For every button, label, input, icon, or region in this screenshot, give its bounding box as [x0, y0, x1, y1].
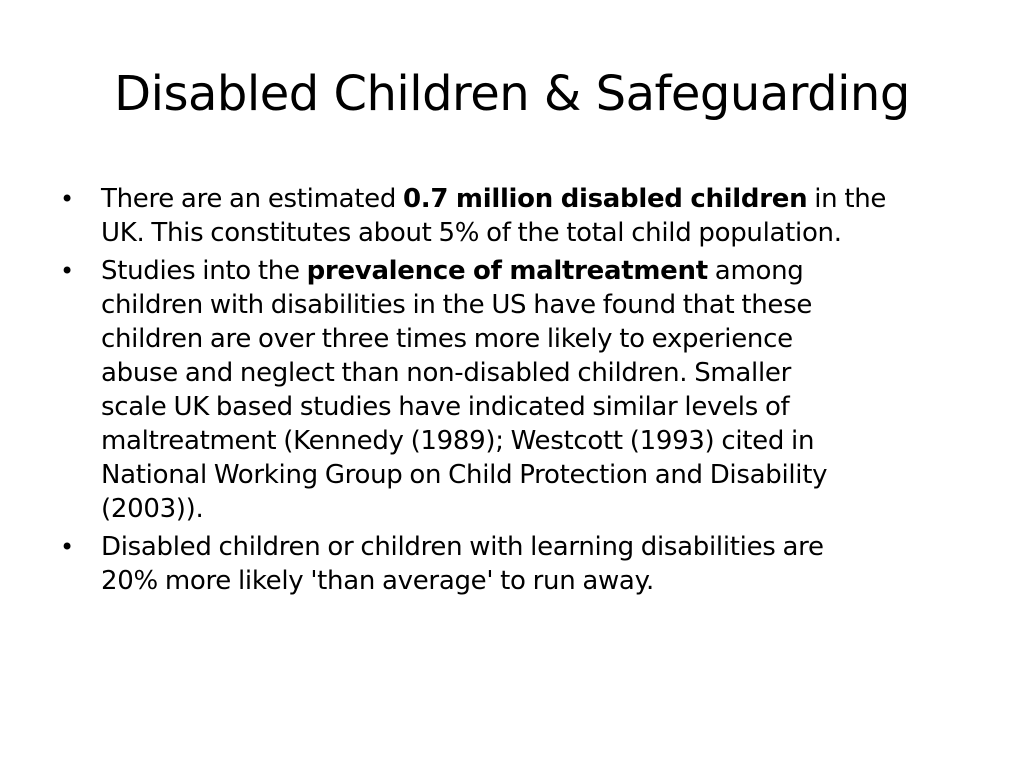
bullet-line: abuse and neglect than non-disabled chil…: [101, 358, 791, 388]
bullet-line: Disabled children or children with learn…: [101, 532, 824, 562]
slide-title: Disabled Children & Safeguarding: [114, 66, 910, 122]
bullet-icon: •: [60, 257, 74, 285]
bullet-list: • There are an estimated 0.7 million dis…: [60, 182, 960, 602]
bullet-item: • Disabled children or children with lea…: [60, 530, 960, 598]
text-run: Studies into the: [101, 256, 307, 286]
emphasis-text: prevalence of maltreatment: [306, 256, 709, 286]
bullet-icon: •: [60, 185, 74, 213]
text-run: among: [707, 256, 804, 286]
bullet-line: scale UK based studies have indicated si…: [101, 392, 790, 422]
text-run: in the: [807, 184, 887, 214]
text-run: There are an estimated: [101, 184, 404, 214]
bullet-line: There are an estimated 0.7 million disab…: [101, 182, 960, 216]
bullet-line: maltreatment (Kennedy (1989); Westcott (…: [101, 426, 815, 456]
bullet-line: (2003)).: [101, 494, 204, 524]
bullet-line: 20% more likely 'than average' to run aw…: [101, 566, 654, 596]
bullet-line: children are over three times more likel…: [101, 324, 793, 354]
bullet-icon: •: [60, 533, 74, 561]
bullet-item: • Studies into the prevalence of maltrea…: [60, 254, 960, 526]
bullet-line: National Working Group on Child Protecti…: [101, 460, 828, 490]
emphasis-text: 0.7 million disabled children: [403, 184, 808, 214]
bullet-line: children with disabilities in the US hav…: [101, 290, 813, 320]
bullet-item: • There are an estimated 0.7 million dis…: [60, 182, 960, 250]
bullet-line: Studies into the prevalence of maltreatm…: [101, 254, 960, 288]
bullet-line: UK. This constitutes about 5% of the tot…: [101, 218, 842, 248]
